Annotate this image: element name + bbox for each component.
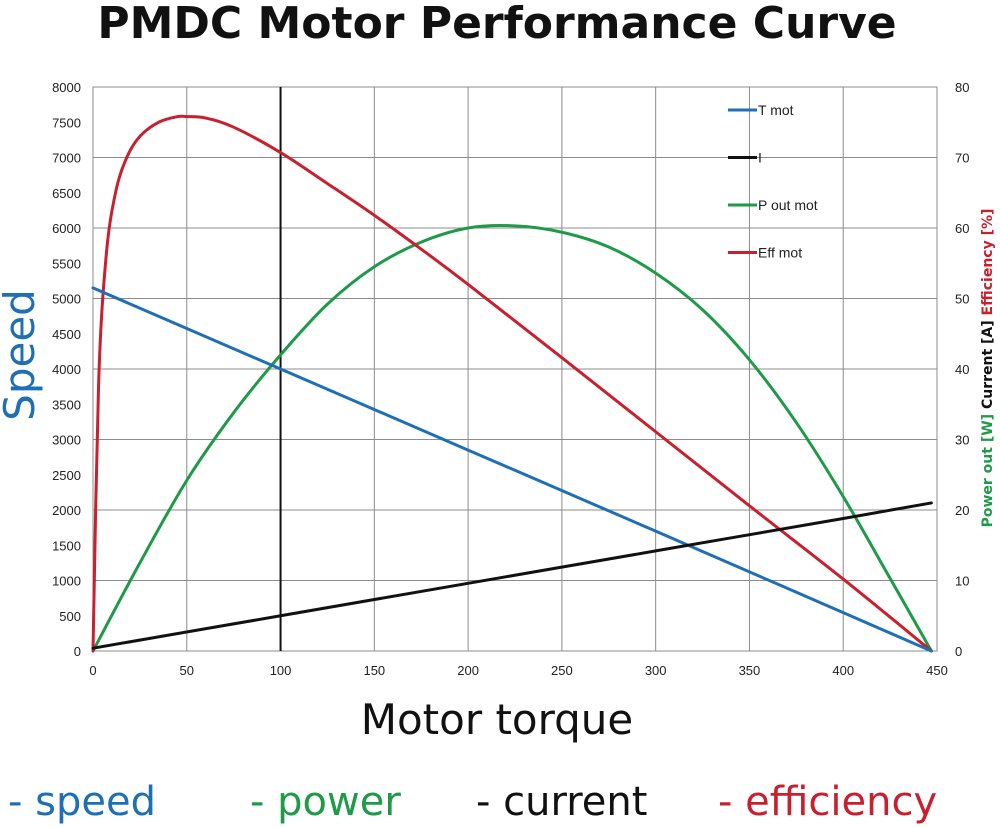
x-tick-label: 400 — [832, 663, 854, 678]
x-axis-label: Motor torque — [361, 695, 634, 744]
chart-title: PMDC Motor Performance Curve — [97, 0, 896, 49]
y-left-tick-label: 8000 — [52, 80, 81, 95]
grid — [92, 86, 938, 652]
y-axis-label-right-part: Power out [W] — [980, 414, 996, 527]
y-right-tick-label: 80 — [955, 80, 969, 95]
y-right-tick-label: 60 — [955, 221, 969, 236]
y-left-tick-label: 7000 — [52, 151, 81, 166]
caption-efficiency: - efficiency — [718, 779, 937, 825]
y-axis-label-right-part: Current [A] — [980, 320, 996, 414]
y-left-tick-label: 3500 — [52, 397, 81, 412]
axis-labels: 0 50 100 150 200 250 300 350 400 4500102030405060… — [52, 80, 969, 678]
x-tick-label: 250 — [551, 663, 573, 678]
footer-caption: - speed - power - current - efficiency — [8, 779, 937, 825]
series-line-eff-mot — [91, 114, 933, 653]
y-axis-label-right: Power out [W] Current [A] Efficiency [%] — [980, 209, 996, 528]
y-left-tick-label: 6000 — [52, 221, 81, 236]
y-left-tick-label: 4500 — [52, 327, 81, 342]
y-left-tick-label: 500 — [59, 609, 81, 624]
series-line-t-mot — [91, 286, 933, 653]
y-left-tick-label: 1000 — [52, 574, 81, 589]
legend-label-p-out-mot: P out mot — [758, 197, 818, 213]
y-left-tick-label: 2500 — [52, 468, 81, 483]
y-left-tick-label: 1500 — [52, 538, 81, 553]
series-line-p-out-mot — [91, 224, 933, 653]
legend: T mot I P out mot Eff mot — [728, 102, 818, 261]
x-tick-label: 300 — [645, 663, 667, 678]
y-right-tick-label: 10 — [955, 574, 969, 589]
x-tick-label: 50 — [180, 663, 194, 678]
y-axis-label-left: Speed — [0, 289, 44, 421]
y-left-tick-label: 6500 — [52, 186, 81, 201]
y-left-tick-label: 7500 — [52, 115, 81, 130]
x-tick-label: 150 — [363, 663, 385, 678]
y-right-tick-label: 0 — [955, 644, 962, 659]
y-left-tick-label: 3000 — [52, 433, 81, 448]
caption-current: - current — [476, 779, 647, 825]
x-tick-label: 450 — [926, 663, 948, 678]
y-left-tick-label: 5000 — [52, 292, 81, 307]
series-layer — [91, 87, 933, 653]
x-tick-label: 100 — [270, 663, 292, 678]
x-tick-label: 0 — [89, 663, 96, 678]
y-left-tick-label: 5500 — [52, 256, 81, 271]
caption-speed: - speed — [8, 779, 156, 825]
legend-label-t-mot: T mot — [758, 102, 794, 118]
y-right-tick-label: 20 — [955, 503, 969, 518]
y-right-tick-label: 50 — [955, 292, 969, 307]
y-left-tick-label: 4000 — [52, 362, 81, 377]
caption-power: - power — [250, 779, 401, 825]
x-tick-label: 350 — [739, 663, 761, 678]
y-right-tick-label: 40 — [955, 362, 969, 377]
y-left-tick-label: 2000 — [52, 503, 81, 518]
y-right-tick-label: 30 — [955, 433, 969, 448]
legend-label-eff-mot: Eff mot — [758, 245, 802, 261]
series-line-i — [91, 501, 933, 650]
y-left-tick-label: 0 — [74, 644, 81, 659]
y-right-tick-label: 70 — [955, 151, 969, 166]
legend-label-i: I — [758, 150, 762, 166]
x-tick-label: 200 — [457, 663, 479, 678]
y-axis-label-right-part: Efficiency [%] — [980, 209, 996, 321]
